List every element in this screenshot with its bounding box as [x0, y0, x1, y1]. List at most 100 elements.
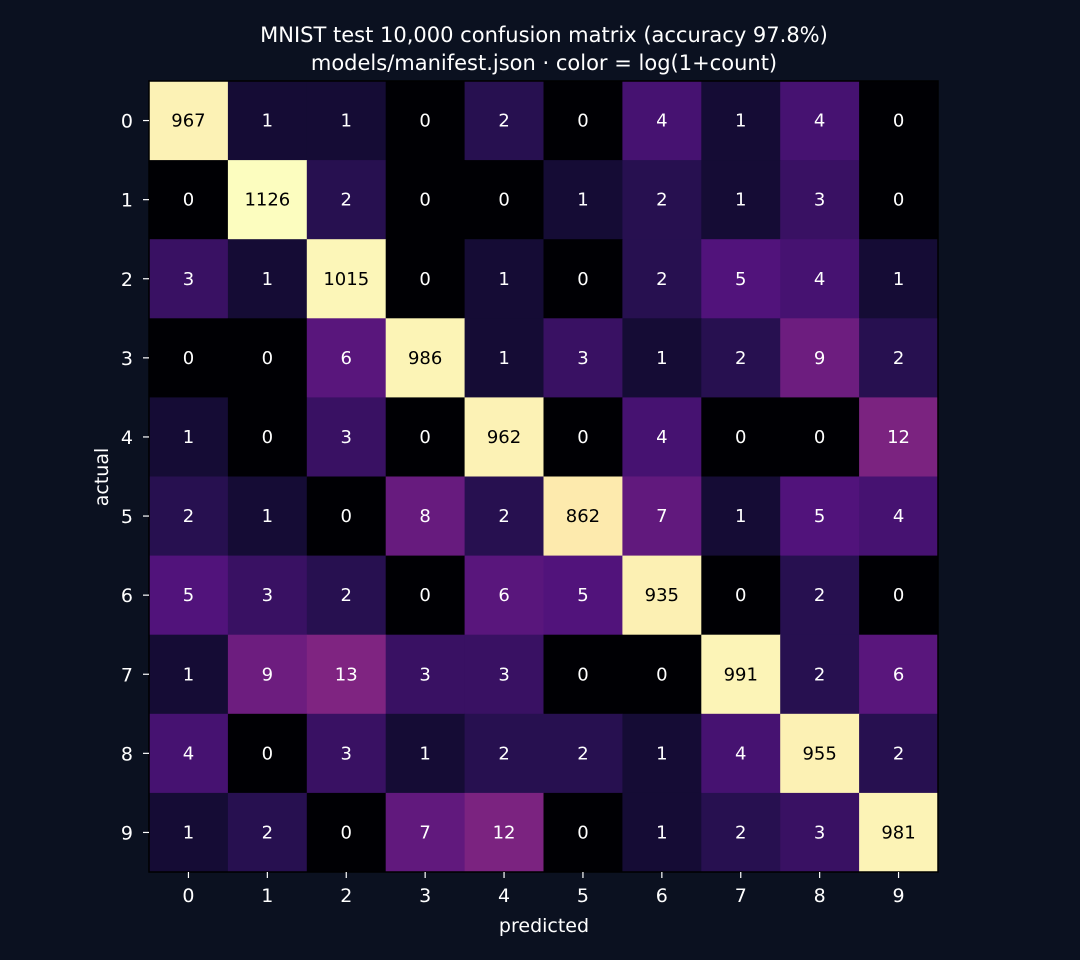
- heatmap-cell-value: 12: [887, 427, 910, 448]
- chart-subtitle: models/manifest.json · color = log(1+cou…: [311, 51, 777, 75]
- heatmap-cell: [227, 318, 308, 398]
- heatmap-cell: [543, 318, 623, 398]
- heatmap-cell: [622, 318, 702, 398]
- heatmap-cell: [780, 555, 860, 636]
- heatmap-cell-value: 1: [262, 111, 273, 132]
- heatmap-cell-value: 2: [341, 190, 352, 211]
- heatmap-cell-value: 0: [419, 585, 430, 606]
- heatmap-cell: [306, 792, 387, 873]
- heatmap-cell-value: 3: [498, 664, 509, 685]
- heatmap-cell: [780, 81, 860, 161]
- heatmap-cell-value: 986: [408, 348, 442, 369]
- heatmap-cell-value: 12: [493, 822, 516, 843]
- heatmap-cell: [385, 634, 466, 715]
- heatmap-cell: [780, 713, 860, 794]
- heatmap-cell: [464, 713, 544, 794]
- heatmap-cell-value: 0: [262, 427, 273, 448]
- heatmap-cell: [780, 397, 860, 477]
- x-axis-label: predicted: [499, 915, 589, 937]
- heatmap-cell: [385, 713, 466, 794]
- heatmap-cell: [306, 397, 387, 477]
- heatmap-cell-value: 967: [171, 111, 205, 132]
- heatmap-cell-value: 4: [656, 111, 667, 132]
- heatmap-cell-value: 4: [183, 743, 194, 764]
- heatmap-cell-value: 2: [893, 348, 904, 369]
- heatmap-cell: [859, 555, 939, 636]
- heatmap-cell-value: 1: [183, 822, 194, 843]
- x-tick-label: 3: [419, 885, 431, 907]
- heatmap-cell: [622, 160, 702, 240]
- heatmap-cell-value: 2: [814, 585, 825, 606]
- x-axis-ticks: 0 1 2 3 4 5 6 7 8 9: [182, 872, 905, 907]
- heatmap-cell-value: 13: [335, 664, 358, 685]
- heatmap-cell-value: 7: [419, 822, 430, 843]
- heatmap-cell: [859, 634, 939, 715]
- x-tick-label: 6: [656, 885, 668, 907]
- heatmap-cell: [464, 555, 544, 636]
- heatmap-cells: [149, 81, 939, 873]
- heatmap-cell-value: 1: [656, 822, 667, 843]
- heatmap-cell: [859, 792, 939, 873]
- heatmap-cell: [227, 81, 308, 161]
- heatmap-cell-value: 6: [893, 664, 904, 685]
- heatmap-cell-value: 2: [735, 822, 746, 843]
- heatmap-cell-value: 5: [814, 506, 825, 527]
- heatmap-cell-value: 3: [577, 348, 588, 369]
- heatmap-cell: [306, 713, 387, 794]
- heatmap-cell: [543, 476, 623, 557]
- x-tick-label: 4: [498, 885, 510, 907]
- heatmap-cell: [149, 81, 229, 161]
- heatmap-cell: [464, 792, 544, 873]
- y-tick-label: 1: [121, 190, 133, 212]
- heatmap-cell: [701, 318, 781, 398]
- heatmap-cell: [622, 555, 702, 636]
- heatmap-cell: [780, 160, 860, 240]
- heatmap-cell-value: 3: [814, 822, 825, 843]
- y-tick-label: 6: [121, 585, 133, 607]
- heatmap-cell-value: 3: [262, 585, 273, 606]
- heatmap-cell: [701, 160, 781, 240]
- heatmap-cell: [464, 476, 544, 557]
- heatmap-cell-value: 4: [814, 111, 825, 132]
- heatmap-cell-value: 0: [419, 190, 430, 211]
- heatmap-cell-value: 1: [735, 190, 746, 211]
- heatmap-cell-value: 1015: [323, 269, 369, 290]
- y-tick-label: 2: [121, 269, 133, 291]
- heatmap-cell: [227, 160, 308, 240]
- heatmap-cell-value: 2: [577, 743, 588, 764]
- chart-title: MNIST test 10,000 confusion matrix (accu…: [260, 23, 828, 47]
- heatmap-cell: [149, 318, 229, 398]
- x-tick-label: 5: [577, 885, 589, 907]
- heatmap-cell: [701, 81, 781, 161]
- heatmap-cell-value: 0: [183, 190, 194, 211]
- heatmap-cell: [622, 397, 702, 477]
- heatmap-cell: [149, 476, 229, 557]
- heatmap-cell: [701, 792, 781, 873]
- heatmap-cell: [859, 397, 939, 477]
- heatmap-cell-value: 2: [735, 348, 746, 369]
- heatmap-cell-value: 2: [498, 506, 509, 527]
- heatmap-cell: [622, 634, 702, 715]
- heatmap-cell-value: 5: [577, 585, 588, 606]
- heatmap-cell-value: 1126: [244, 190, 290, 211]
- heatmap-cell: [227, 555, 308, 636]
- heatmap-cell: [306, 555, 387, 636]
- heatmap-cell-value: 0: [341, 506, 352, 527]
- heatmap-cell-value: 6: [498, 585, 509, 606]
- y-axis-ticks: 0 1 2 3 4 5 6 7 8 9: [121, 111, 149, 844]
- heatmap-cell: [701, 713, 781, 794]
- heatmap-cell: [622, 792, 702, 873]
- heatmap-cell: [149, 634, 229, 715]
- heatmap-cell: [385, 397, 466, 477]
- heatmap-cell: [385, 160, 466, 240]
- heatmap-cell-value: 2: [183, 506, 194, 527]
- plot-frame: [148, 80, 939, 873]
- heatmap-cell: [227, 713, 308, 794]
- heatmap-cell-value: 2: [498, 111, 509, 132]
- heatmap-cell-value: 3: [183, 269, 194, 290]
- heatmap-cell: [385, 555, 466, 636]
- heatmap-cell: [385, 476, 466, 557]
- x-tick-label: 9: [893, 885, 905, 907]
